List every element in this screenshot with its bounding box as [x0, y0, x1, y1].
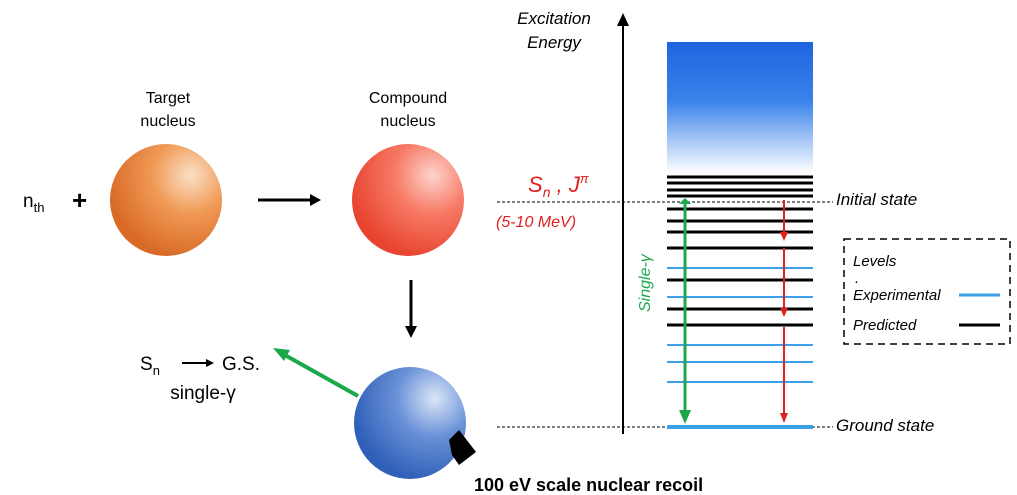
sn-label: Sn	[140, 354, 160, 378]
energy-range-label: (5-10 MeV)	[496, 214, 576, 231]
plus-sign: +	[72, 185, 87, 215]
initial-state-label: Initial state	[836, 190, 917, 209]
arrow-compound-to-recoil-head	[405, 326, 417, 338]
legend-experimental-label: Experimental	[853, 287, 941, 304]
gamma-emission-arrow-head	[273, 348, 290, 361]
single-gamma-vertical-label: Single-γ	[637, 253, 654, 312]
sn-to-gs-arrow-head	[206, 359, 214, 367]
level-lines	[667, 175, 813, 429]
compound-label-line2: nucleus	[380, 113, 435, 130]
cascade-arrow-head	[780, 308, 788, 317]
legend-dot: .	[855, 270, 859, 287]
single-gamma-arrow-head	[679, 410, 691, 424]
ground-state-label: Ground state	[836, 416, 934, 435]
gs-label: G.S.	[222, 354, 260, 375]
energy-axis-head	[617, 13, 629, 26]
compound-label-line1: Compound	[369, 90, 447, 107]
axis-label-line2: Energy	[527, 33, 582, 52]
target-nucleus	[110, 144, 222, 256]
axis-label-line1: Excitation	[517, 9, 591, 28]
arrow-target-to-compound-head	[310, 194, 321, 206]
legend-box	[843, 238, 1011, 345]
cascade-arrow-head	[780, 413, 788, 423]
neutron-label: nth	[23, 191, 44, 215]
single-gamma-label: single-γ	[170, 383, 236, 404]
compound-nucleus	[352, 144, 464, 256]
recoil-arrow	[449, 430, 476, 465]
cascade-arrow-head	[780, 232, 788, 241]
legend-predicted-label: Predicted	[853, 317, 917, 334]
target-label-line2: nucleus	[140, 113, 195, 130]
recoil-nucleus	[354, 367, 466, 479]
single-gamma-arrow-tail	[679, 198, 691, 204]
legend-title: Levels	[853, 253, 897, 270]
level-continuum	[667, 42, 813, 173]
sn-jpi-label: Sn , Jπ	[528, 171, 589, 200]
gamma-emission-arrow	[282, 352, 359, 398]
target-label-line1: Target	[146, 90, 191, 107]
recoil-caption: 100 eV scale nuclear recoil	[474, 475, 703, 495]
